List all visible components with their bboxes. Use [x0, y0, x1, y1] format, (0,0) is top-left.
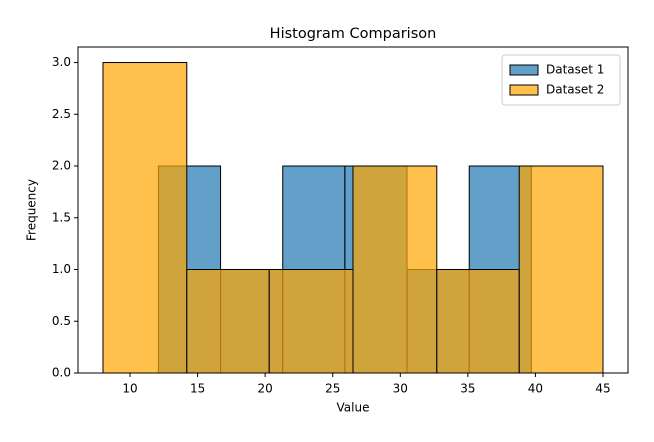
bar — [186, 269, 270, 374]
x-axis-label: Value — [337, 401, 370, 415]
legend-swatch — [509, 64, 539, 76]
bar — [268, 269, 354, 374]
bar — [102, 62, 188, 374]
bar — [352, 165, 438, 374]
y-axis-label: Frequency — [25, 179, 39, 241]
legend-label: Dataset 1 — [546, 63, 604, 77]
x-tick-label: 15 — [190, 382, 205, 396]
y-tick-label: 1.0 — [52, 262, 71, 276]
y-tick-label: 3.0 — [52, 55, 71, 69]
y-tick-label: 0.0 — [52, 366, 71, 380]
legend-label: Dataset 2 — [546, 83, 604, 97]
y-tick-label: 2.5 — [52, 107, 71, 121]
bar — [436, 269, 520, 374]
plot-frame — [77, 46, 629, 374]
x-tick-label: 35 — [460, 382, 475, 396]
x-tick-label: 20 — [258, 382, 273, 396]
x-tick-label: 45 — [595, 382, 610, 396]
bar — [518, 165, 604, 374]
x-tick-label: 10 — [122, 382, 137, 396]
x-tick-label: 40 — [528, 382, 543, 396]
chart-title: Histogram Comparison — [270, 26, 437, 42]
x-tick-label: 25 — [325, 382, 340, 396]
y-tick-label: 1.5 — [52, 210, 71, 224]
y-tick-label: 2.0 — [52, 159, 71, 173]
legend-swatch — [509, 84, 539, 96]
y-tick-label: 0.5 — [52, 314, 71, 328]
x-tick-label: 30 — [393, 382, 408, 396]
